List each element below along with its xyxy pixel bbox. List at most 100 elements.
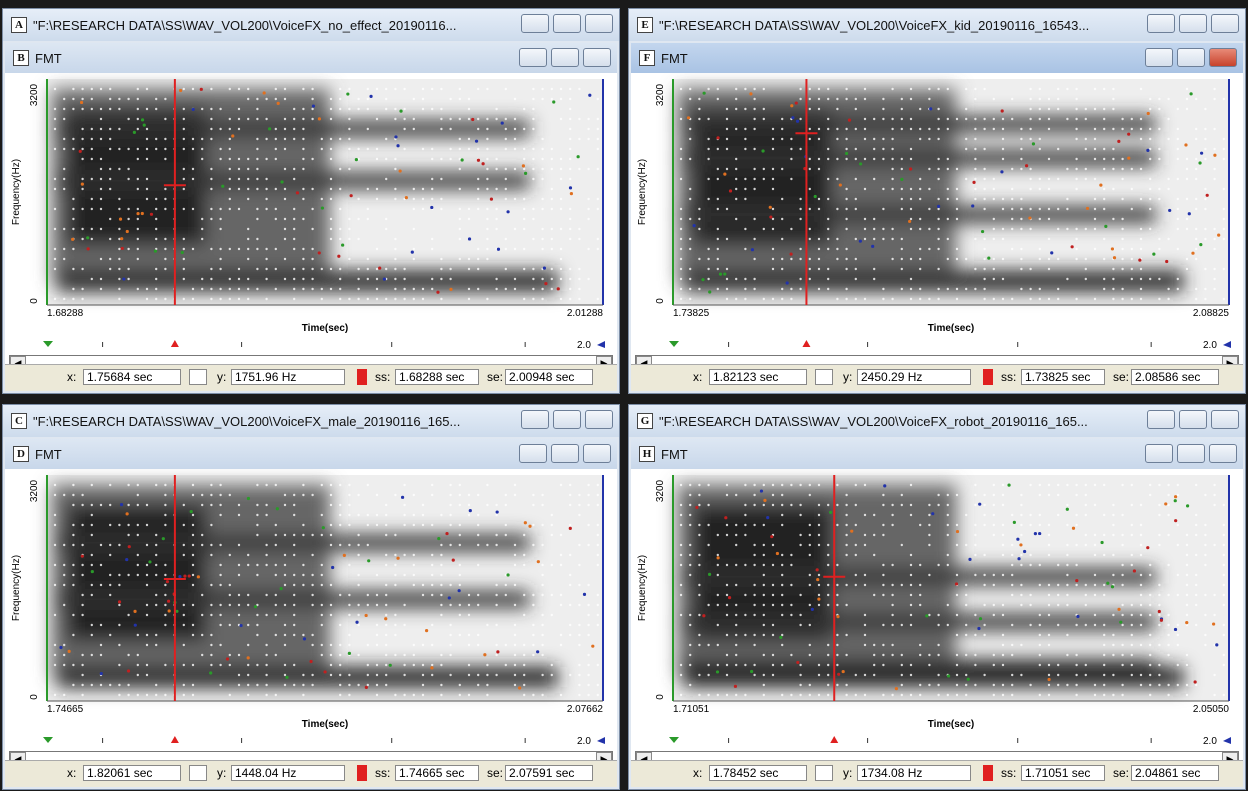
harmonic-dot xyxy=(1112,614,1114,616)
harmonic-dot xyxy=(1011,644,1013,646)
harmonic-dot xyxy=(72,484,74,486)
harmonic-dot xyxy=(1048,298,1050,300)
harmonic-dot xyxy=(569,278,571,280)
window-title: "F:\RESEARCH DATA\SS\WAV_VOL200\VoiceFX_… xyxy=(33,18,456,33)
harmonic-dot xyxy=(192,664,194,666)
harmonic-dot xyxy=(330,158,332,160)
minimize-button[interactable] xyxy=(1147,14,1175,33)
harmonic-dot xyxy=(1057,298,1059,300)
harmonic-dot xyxy=(680,88,682,90)
harmonic-dot xyxy=(284,218,286,220)
harmonic-dot xyxy=(707,258,709,260)
harmonic-dot xyxy=(422,514,424,516)
harmonic-dot xyxy=(238,604,240,606)
formant-dot xyxy=(323,670,326,673)
close-button[interactable] xyxy=(1209,48,1237,67)
formant-dot xyxy=(703,92,706,95)
harmonic-dot xyxy=(937,684,939,686)
close-button[interactable] xyxy=(1209,444,1237,463)
harmonic-dot xyxy=(726,674,728,676)
harmonic-dot xyxy=(947,524,949,526)
harmonic-dot xyxy=(974,178,976,180)
harmonic-dot xyxy=(799,514,801,516)
harmonic-dot xyxy=(72,98,74,100)
formant-dot xyxy=(127,669,130,672)
maximize-button[interactable] xyxy=(1177,48,1205,67)
harmonic-dot xyxy=(275,524,277,526)
harmonic-dot xyxy=(137,158,139,160)
maximize-button[interactable] xyxy=(1177,444,1205,463)
harmonic-dot xyxy=(864,218,866,220)
harmonic-dot xyxy=(680,218,682,220)
maximize-button[interactable] xyxy=(553,14,581,33)
x-end-label: 2.08825 xyxy=(1193,308,1230,319)
harmonic-dot xyxy=(210,554,212,556)
harmonic-dot xyxy=(569,554,571,556)
y-top-label: 3200 xyxy=(29,479,40,502)
maximize-button[interactable] xyxy=(1179,14,1207,33)
formant-dot xyxy=(908,220,911,223)
harmonic-dot xyxy=(569,494,571,496)
harmonic-dot xyxy=(1223,98,1225,100)
harmonic-dot xyxy=(155,238,157,240)
harmonic-dot xyxy=(275,248,277,250)
harmonic-dot xyxy=(818,504,820,506)
minimize-button[interactable] xyxy=(1145,444,1173,463)
minimize-button[interactable] xyxy=(521,410,549,429)
maximize-button[interactable] xyxy=(1179,410,1207,429)
harmonic-dot xyxy=(100,88,102,90)
harmonic-dot xyxy=(680,178,682,180)
minimize-button[interactable] xyxy=(519,48,547,67)
harmonic-dot xyxy=(348,684,350,686)
harmonic-dot xyxy=(569,218,571,220)
harmonic-dot xyxy=(597,554,599,556)
minimize-button[interactable] xyxy=(521,14,549,33)
harmonic-dot xyxy=(1158,684,1160,686)
harmonic-dot xyxy=(753,494,755,496)
harmonic-dot xyxy=(772,584,774,586)
harmonic-dot xyxy=(1167,594,1169,596)
minimize-button[interactable] xyxy=(1147,410,1175,429)
harmonic-dot xyxy=(330,614,332,616)
x-end-label: 2.07662 xyxy=(567,704,604,715)
harmonic-dot xyxy=(744,288,746,290)
harmonic-dot xyxy=(689,544,691,546)
harmonic-dot xyxy=(855,268,857,270)
minimize-button[interactable] xyxy=(1145,48,1173,67)
harmonic-dot xyxy=(431,624,433,626)
harmonic-dot xyxy=(753,168,755,170)
maximize-button[interactable] xyxy=(551,444,579,463)
harmonic-dot xyxy=(1020,248,1022,250)
minimize-button[interactable] xyxy=(519,444,547,463)
harmonic-dot xyxy=(532,544,534,546)
harmonic-dot xyxy=(109,188,111,190)
harmonic-dot xyxy=(256,138,258,140)
formant-dot xyxy=(280,180,283,183)
harmonic-dot xyxy=(183,524,185,526)
harmonic-dot xyxy=(1002,484,1004,486)
close-button[interactable] xyxy=(583,48,611,67)
close-button[interactable] xyxy=(585,14,613,33)
harmonic-dot xyxy=(265,178,267,180)
harmonic-dot xyxy=(247,288,249,290)
harmonic-dot xyxy=(560,484,562,486)
maximize-button[interactable] xyxy=(553,410,581,429)
formant-dot xyxy=(231,134,234,137)
harmonic-dot xyxy=(855,158,857,160)
harmonic-dot xyxy=(192,604,194,606)
harmonic-dot xyxy=(1002,684,1004,686)
harmonic-dot xyxy=(127,574,129,576)
close-button[interactable] xyxy=(1211,14,1239,33)
maximize-button[interactable] xyxy=(551,48,579,67)
harmonic-dot xyxy=(137,238,139,240)
harmonic-dot xyxy=(587,604,589,606)
close-button[interactable] xyxy=(583,444,611,463)
energy-band xyxy=(57,667,557,687)
close-button[interactable] xyxy=(1211,410,1239,429)
harmonic-dot xyxy=(81,238,83,240)
harmonic-dot xyxy=(468,494,470,496)
harmonic-dot xyxy=(827,178,829,180)
harmonic-dot xyxy=(1112,524,1114,526)
close-button[interactable] xyxy=(585,410,613,429)
ruler-label: 2.0 xyxy=(577,736,591,747)
